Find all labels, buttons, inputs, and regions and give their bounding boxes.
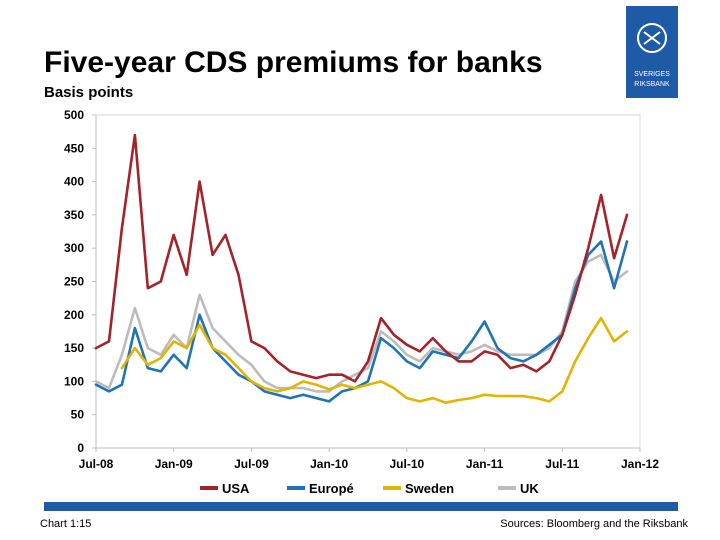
x-tick-label: Jul-09 [234, 457, 269, 471]
x-tick-label: Jul-11 [545, 457, 579, 471]
y-tick-label: 0 [77, 441, 84, 455]
x-tick-label: Jan-10 [310, 457, 348, 471]
chart-title: Five-year CDS premiums for banks [44, 46, 543, 79]
y-tick-label: 250 [64, 275, 84, 289]
y-tick-label: 450 [64, 141, 84, 155]
riksbank-logo: SVERIGES RIKSBANK [626, 6, 678, 98]
plot-area [95, 114, 641, 449]
y-tick-label: 50 [71, 408, 85, 422]
sources-note: Sources: Bloomberg and the Riksbank [500, 518, 688, 530]
x-tick-label: Jul-08 [79, 457, 114, 471]
y-tick-label: 500 [64, 108, 84, 122]
y-tick-label: 100 [64, 374, 84, 388]
svg-text:RIKSBANK: RIKSBANK [634, 81, 670, 88]
legend-label-uk: UK [520, 481, 539, 496]
svg-text:SVERIGES: SVERIGES [634, 71, 670, 78]
series-line-sweden [120, 316, 629, 405]
legend-label-usa: USA [222, 481, 250, 496]
x-tick-label: Jul-10 [390, 457, 425, 471]
footer-bar [44, 502, 678, 511]
y-axis-unit: Basis points [44, 84, 134, 101]
y-tick-label: 150 [64, 341, 84, 355]
y-tick-label: 200 [64, 308, 84, 322]
series-line-europe [94, 240, 629, 403]
x-tick-label: Jan-12 [621, 457, 659, 471]
y-tick-label: 400 [64, 175, 84, 189]
series-line-usa [94, 133, 629, 383]
x-tick-label: Jan-09 [155, 457, 193, 471]
chart-number: Chart 1:15 [40, 518, 92, 530]
x-tick-label: Jan-11 [466, 457, 504, 471]
y-tick-label: 350 [64, 208, 84, 222]
legend-label-europe: Europé [309, 481, 354, 496]
legend-label-sweden: Sweden [405, 481, 454, 496]
y-tick-label: 300 [64, 241, 84, 255]
